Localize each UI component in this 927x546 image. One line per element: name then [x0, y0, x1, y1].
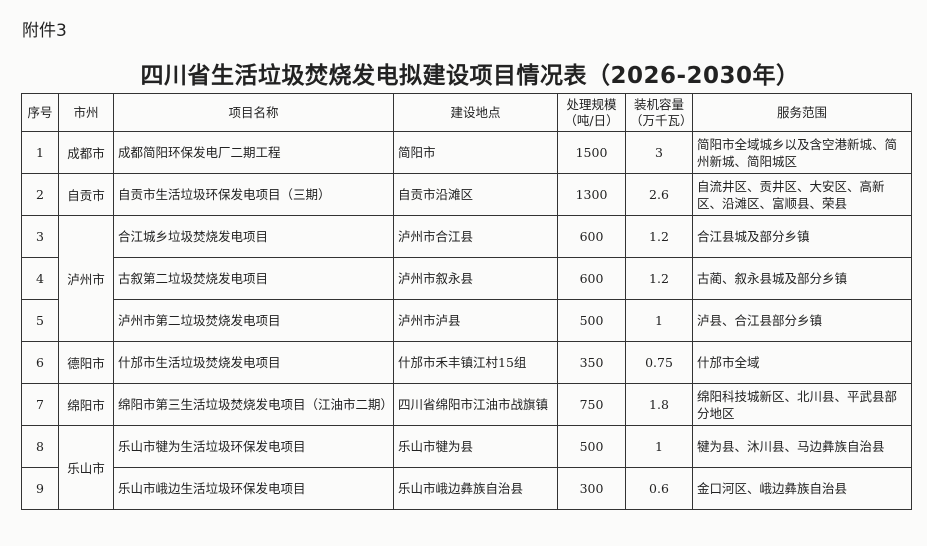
- construction-site: 泸州市泸县: [393, 299, 558, 342]
- header-name: 项目名称: [113, 93, 394, 132]
- construction-site: 四川省绵阳市江油市战旗镇: [393, 383, 558, 426]
- project-name: 泸州市第二垃圾焚烧发电项目: [113, 299, 394, 342]
- construction-site: 乐山市峨边彝族自治县: [393, 467, 558, 510]
- construction-site: 自贡市沿滩区: [393, 173, 558, 216]
- processing-scale: 600: [557, 215, 626, 258]
- table-row: 4 古叙第二垃圾焚烧发电项目 泸州市叙永县 600 1.2 古蔺、叙永县城及部分乡镇: [21, 257, 912, 300]
- row-number: 8: [21, 425, 59, 468]
- page-title: 四川省生活垃圾焚烧发电拟建设项目情况表（2026-2030年）: [140, 63, 800, 89]
- service-scope: 金口河区、峨边彝族自治县: [692, 467, 912, 510]
- project-name: 乐山市峨边生活垃圾环保发电项目: [113, 467, 394, 510]
- table-row: 5 泸州市第二垃圾焚烧发电项目 泸州市泸县 500 1 泸县、合江县部分乡镇: [21, 299, 912, 342]
- project-name: 古叙第二垃圾焚烧发电项目: [113, 257, 394, 300]
- header-scale-line2: （吨/日）: [564, 112, 619, 128]
- table-row: 8 乐山市 乐山市犍为生活垃圾环保发电项目 乐山市犍为县 500 1 犍为县、沐川县、马边彝…: [21, 425, 912, 510]
- service-scope: 合江县城及部分乡镇: [692, 215, 912, 258]
- table-header-row: 序号 市州 项目名称 建设地点 处理规模 （吨/日） 装机容量 （万千瓦） 服务范围: [21, 93, 912, 132]
- installed-capacity: 2.6: [625, 173, 693, 216]
- header-capacity: 装机容量 （万千瓦）: [625, 93, 693, 132]
- construction-site: 简阳市: [393, 131, 558, 174]
- city-cell: 自贡市: [58, 173, 114, 216]
- construction-site: 泸州市合江县: [393, 215, 558, 258]
- project-name: 合江城乡垃圾焚烧发电项目: [113, 215, 394, 258]
- table-row: 6 德阳市 什邡市生活垃圾焚烧发电项目 什邡市禾丰镇江村15组 350 0.75 什邡市全域: [21, 341, 912, 384]
- construction-site: 泸州市叙永县: [393, 257, 558, 300]
- service-scope: 绵阳科技城新区、北川县、平武县部分地区: [692, 383, 912, 426]
- row-number: 2: [21, 173, 59, 216]
- city-cell: 德阳市: [58, 341, 114, 384]
- table-row: 9 乐山市峨边生活垃圾环保发电项目 乐山市峨边彝族自治县 300 0.6 金口河区、峨边彝…: [21, 467, 912, 510]
- table-row: 1 成都市 成都简阳环保发电厂二期工程 简阳市 1500 3 简阳市全域城乡以及含空港新城、…: [21, 131, 912, 174]
- project-name: 绵阳市第三生活垃圾焚烧发电项目（江油市二期）: [113, 383, 394, 426]
- city-cell: 成都市: [58, 131, 114, 174]
- installed-capacity: 0.6: [625, 467, 693, 510]
- project-name: 什邡市生活垃圾焚烧发电项目: [113, 341, 394, 384]
- service-scope: 自流井区、贡井区、大安区、高新区、沿滩区、富顺县、荣县: [692, 173, 912, 216]
- row-number: 3: [21, 215, 59, 258]
- attachment-label: 附件3: [22, 21, 67, 41]
- table-row: 3 泸州市 合江城乡垃圾焚烧发电项目 泸州市合江县 600 1.2 合江县城及部分乡镇: [21, 215, 912, 342]
- row-number: 7: [21, 383, 59, 426]
- construction-site: 什邡市禾丰镇江村15组: [393, 341, 558, 384]
- table-row: 2 自贡市 自贡市生活垃圾环保发电项目（三期） 自贡市沿滩区 1300 2.6 自流井区、贡…: [21, 173, 912, 216]
- project-table: 序号 市州 项目名称 建设地点 处理规模 （吨/日） 装机容量 （万千瓦） 服务范围…: [21, 93, 912, 510]
- header-scale: 处理规模 （吨/日）: [557, 93, 626, 132]
- row-number: 9: [21, 467, 59, 510]
- installed-capacity: 1.2: [625, 257, 693, 300]
- installed-capacity: 1.8: [625, 383, 693, 426]
- construction-site: 乐山市犍为县: [393, 425, 558, 468]
- processing-scale: 750: [557, 383, 626, 426]
- installed-capacity: 1.2: [625, 215, 693, 258]
- processing-scale: 350: [557, 341, 626, 384]
- processing-scale: 500: [557, 425, 626, 468]
- row-number: 6: [21, 341, 59, 384]
- city-cell: 泸州市: [58, 215, 114, 342]
- header-site: 建设地点: [393, 93, 558, 132]
- service-scope: 简阳市全域城乡以及含空港新城、简州新城、简阳城区: [692, 131, 912, 174]
- row-number: 1: [21, 131, 59, 174]
- service-scope: 泸县、合江县部分乡镇: [692, 299, 912, 342]
- installed-capacity: 1: [625, 299, 693, 342]
- header-scope: 服务范围: [692, 93, 912, 132]
- row-number: 5: [21, 299, 59, 342]
- processing-scale: 600: [557, 257, 626, 300]
- header-scale-line1: 处理规模: [566, 96, 617, 112]
- table-row: 7 绵阳市 绵阳市第三生活垃圾焚烧发电项目（江油市二期） 四川省绵阳市江油市战旗镇 75…: [21, 383, 912, 426]
- project-name: 乐山市犍为生活垃圾环保发电项目: [113, 425, 394, 468]
- processing-scale: 300: [557, 467, 626, 510]
- header-capacity-line1: 装机容量: [633, 96, 684, 112]
- service-scope: 犍为县、沐川县、马边彝族自治县: [692, 425, 912, 468]
- city-cell: 乐山市: [58, 425, 114, 510]
- project-name: 自贡市生活垃圾环保发电项目（三期）: [113, 173, 394, 216]
- processing-scale: 1300: [557, 173, 626, 216]
- service-scope: 古蔺、叙永县城及部分乡镇: [692, 257, 912, 300]
- city-cell: 绵阳市: [58, 383, 114, 426]
- row-number: 4: [21, 257, 59, 300]
- processing-scale: 500: [557, 299, 626, 342]
- installed-capacity: 0.75: [625, 341, 693, 384]
- header-no: 序号: [21, 93, 59, 132]
- header-city: 市州: [58, 93, 114, 132]
- project-name: 成都简阳环保发电厂二期工程: [113, 131, 394, 174]
- processing-scale: 1500: [557, 131, 626, 174]
- service-scope: 什邡市全域: [692, 341, 912, 384]
- installed-capacity: 3: [625, 131, 693, 174]
- header-capacity-line2: （万千瓦）: [630, 112, 693, 128]
- installed-capacity: 1: [625, 425, 693, 468]
